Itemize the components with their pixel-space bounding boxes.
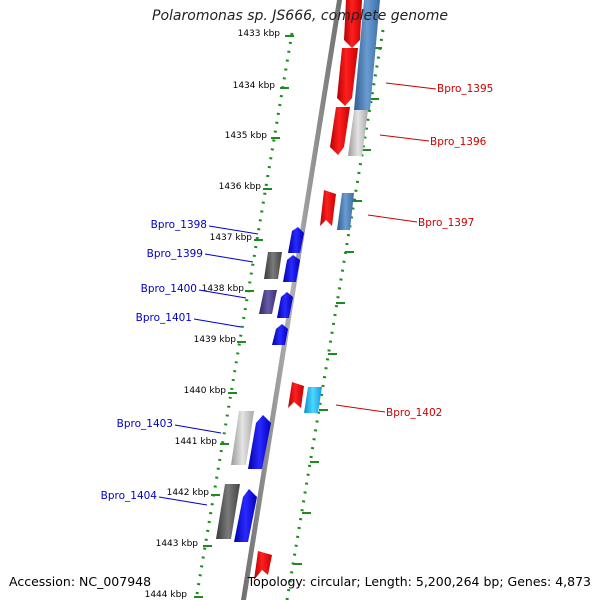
tick-labels: 1433 kbp 1434 kbp 1435 kbp 1436 kbp 1437… — [145, 29, 281, 600]
gene-label-bpro-1403: Bpro_1403 — [117, 418, 173, 430]
gene-block-dark-gray — [216, 484, 240, 539]
gene-label-bpro-1396: Bpro_1396 — [430, 136, 487, 148]
gene-block-cyan — [304, 387, 322, 413]
topology-summary-text: Topology: circular; Length: 5,200,264 bp… — [247, 574, 591, 589]
accession-text: Accession: NC_007948 — [9, 574, 152, 589]
tick-label: 1433 kbp — [238, 29, 281, 39]
tick-label: 1434 kbp — [233, 81, 276, 91]
tick-label: 1437 kbp — [210, 233, 253, 243]
genome-title: Polaromonas sp. JS666, complete genome — [152, 8, 448, 24]
gene-arrow-red — [254, 551, 272, 580]
gene-arrow-red — [330, 107, 350, 155]
tick-label: 1439 kbp — [194, 335, 237, 345]
gene-label-bpro-1402: Bpro_1402 — [386, 407, 442, 419]
gene-block-steel-blue — [337, 193, 354, 230]
tick-label: 1443 kbp — [156, 539, 199, 549]
forward-gene-labels: Bpro_1395 Bpro_1396 Bpro_1397 Bpro_1402 — [386, 83, 493, 419]
gene-arrow-blue — [283, 255, 300, 282]
right-dotted-guide-line — [285, 29, 385, 600]
label-leader-lines — [158, 82, 437, 506]
gene-label-bpro-1399: Bpro_1399 — [147, 248, 203, 260]
gene-label-bpro-1398: Bpro_1398 — [151, 219, 207, 231]
gene-arrow-red — [288, 382, 304, 408]
tick-label: 1436 kbp — [219, 182, 262, 192]
gene-label-bpro-1400: Bpro_1400 — [141, 283, 197, 295]
gene-arrow-blue — [234, 489, 257, 542]
gene-block-light-gray — [348, 110, 368, 156]
gene-block-dark-gray — [264, 252, 282, 279]
left-tick-marks — [194, 35, 294, 598]
gene-arrow-red — [344, 0, 362, 48]
gene-label-bpro-1404: Bpro_1404 — [101, 490, 158, 502]
gene-block-purple — [259, 290, 277, 314]
tick-label: 1435 kbp — [225, 131, 268, 141]
tick-label: 1442 kbp — [167, 488, 210, 498]
tick-label: 1441 kbp — [175, 437, 218, 447]
gene-arrow-red — [320, 190, 336, 226]
gene-arrow-blue — [288, 227, 304, 253]
gene-arrow-blue — [277, 292, 293, 318]
gene-block-steel-blue — [354, 0, 380, 110]
gene-arrow-blue — [248, 415, 271, 469]
gene-block-light-gray — [231, 411, 254, 465]
tick-label: 1438 kbp — [202, 284, 245, 294]
tick-label: 1444 kbp — [145, 590, 188, 600]
gene-label-bpro-1397: Bpro_1397 — [418, 217, 474, 229]
reverse-strand-genes — [216, 227, 304, 542]
gene-arrow-blue — [272, 324, 288, 345]
gene-label-bpro-1395: Bpro_1395 — [437, 83, 493, 95]
tick-label: 1440 kbp — [184, 386, 227, 396]
gene-label-bpro-1401: Bpro_1401 — [136, 312, 192, 324]
gene-arrow-red — [337, 48, 358, 106]
reverse-gene-labels: Bpro_1398 Bpro_1399 Bpro_1400 Bpro_1401 … — [101, 219, 207, 502]
forward-strand-genes — [254, 0, 380, 580]
